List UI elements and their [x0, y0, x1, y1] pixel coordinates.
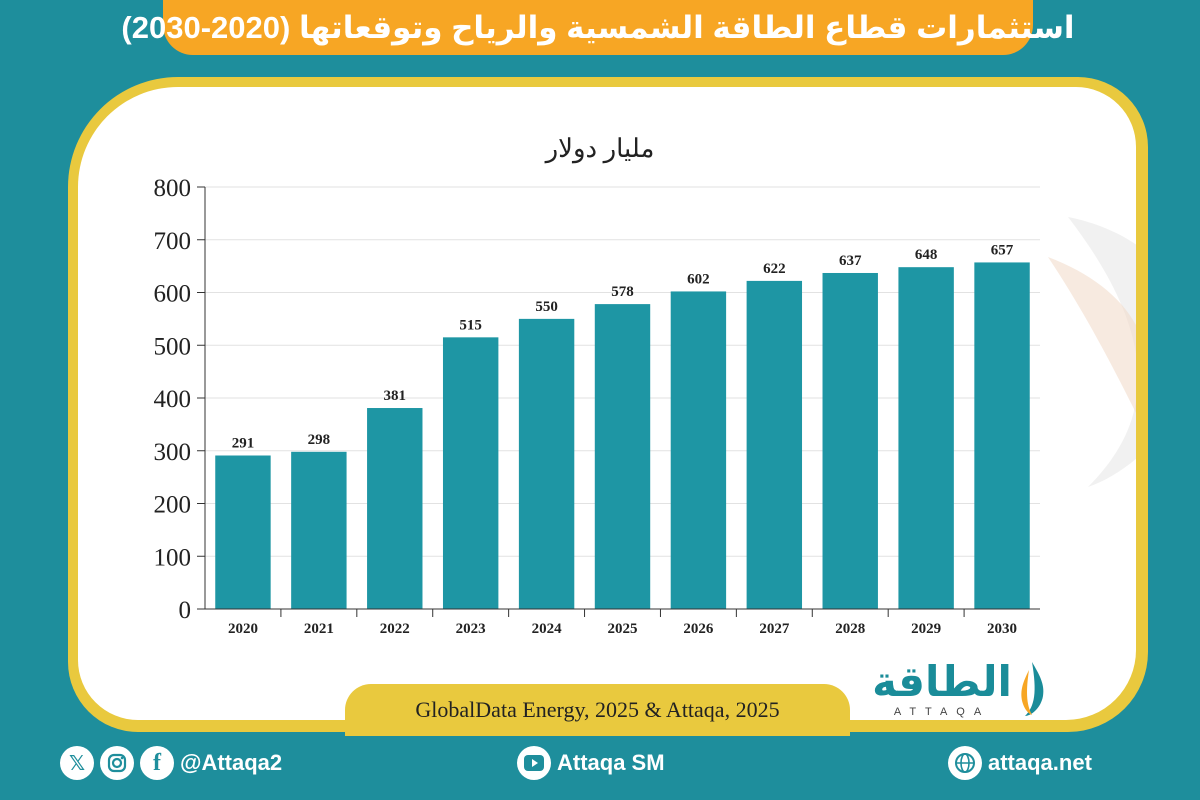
x-tick-label: 2026 — [683, 621, 714, 637]
bar-2030 — [974, 262, 1030, 609]
bar-2024 — [518, 318, 575, 609]
y-axis-label: مليار دولار — [544, 134, 655, 164]
y-tick-label: 700 — [154, 228, 192, 255]
x-tick-label: 2021 — [304, 621, 334, 637]
chart-title: استثمارات قطاع الطاقة الشمسية والرياح وت… — [121, 9, 1075, 45]
x-tick-label: 2023 — [456, 621, 486, 637]
attaqa-logo: الطاقة ATTAQA — [862, 658, 1052, 722]
data-label-2025: 578 — [611, 284, 634, 300]
bar-2029 — [898, 267, 954, 609]
x-icon[interactable]: 𝕏 — [60, 746, 94, 780]
y-tick-label: 0 — [179, 597, 192, 624]
bar-2026 — [670, 291, 727, 609]
x-tick-label: 2029 — [911, 621, 941, 637]
logo-subtitle: ATTAQA — [893, 706, 991, 718]
y-tick-label: 800 — [154, 175, 192, 202]
x-tick-label: 2020 — [228, 621, 258, 637]
source-text: GlobalData Energy, 2025 & Attaqa, 2025 — [415, 697, 780, 722]
y-tick-label: 300 — [154, 439, 192, 466]
logo-drop-icon — [1021, 662, 1044, 716]
data-label-2023: 515 — [459, 317, 482, 333]
data-label-2027: 622 — [763, 261, 786, 277]
bar-2023 — [442, 337, 499, 609]
watermark-swirl-icon — [1048, 217, 1136, 487]
y-tick-label: 200 — [154, 492, 192, 519]
data-label-2020: 291 — [232, 435, 255, 451]
data-label-2022: 381 — [384, 388, 407, 404]
data-label-2026: 602 — [687, 271, 710, 287]
x-tick-label: 2022 — [380, 621, 410, 637]
bar-2028 — [822, 272, 878, 609]
y-tick-label: 500 — [154, 333, 192, 360]
data-label-2030: 657 — [991, 242, 1014, 258]
data-label-2021: 298 — [308, 432, 331, 448]
bar-2025 — [594, 304, 651, 609]
youtube-label[interactable]: Attaqa SM — [557, 750, 665, 775]
bar-2027 — [746, 280, 803, 609]
x-tick-label: 2027 — [759, 621, 790, 637]
y-tick-label: 400 — [154, 386, 192, 413]
data-label-2029: 648 — [915, 247, 938, 263]
website-text[interactable]: attaqa.net — [988, 750, 1092, 775]
x-tick-label: 2025 — [608, 621, 638, 637]
facebook-icon[interactable]: f — [140, 746, 174, 780]
logo-text: الطاقة — [872, 658, 1012, 705]
globe-icon[interactable] — [948, 746, 982, 780]
y-tick-label: 600 — [154, 281, 192, 308]
social-handle[interactable]: @Attaqa2 — [180, 750, 283, 775]
youtube-link[interactable]: Attaqa SM — [517, 745, 665, 781]
x-tick-label: 2028 — [835, 621, 865, 637]
y-tick-label: 100 — [154, 544, 192, 571]
instagram-icon[interactable] — [100, 746, 134, 780]
bar-2021 — [291, 451, 347, 609]
x-tick-label: 2024 — [532, 621, 563, 637]
data-label-2024: 550 — [535, 299, 558, 315]
bar-2020 — [215, 455, 271, 609]
website-link[interactable]: attaqa.net — [948, 745, 1092, 781]
bar-2022 — [367, 408, 423, 609]
x-tick-label: 2030 — [987, 621, 1017, 637]
social-links: 𝕏 f @Attaqa2 — [60, 745, 282, 781]
data-label-2028: 637 — [839, 253, 862, 269]
chart-title-banner: استثمارات قطاع الطاقة الشمسية والرياح وت… — [121, 0, 1075, 55]
youtube-icon[interactable] — [517, 746, 551, 780]
source-label: GlobalData Energy, 2025 & Attaqa, 2025 — [345, 684, 850, 736]
